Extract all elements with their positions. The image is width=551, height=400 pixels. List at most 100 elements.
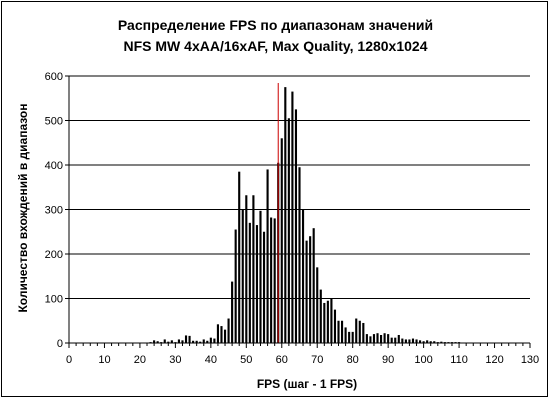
histogram-bar: [209, 337, 212, 343]
y-axis-title: Количество вхождений в диапазон: [16, 103, 30, 312]
histogram-bar: [287, 118, 290, 344]
histogram-bar: [284, 87, 287, 343]
histogram-bar: [245, 195, 248, 343]
histogram-bar: [163, 339, 166, 343]
x-tick-label: 10: [98, 354, 110, 366]
y-tick-label: 500: [45, 116, 63, 128]
histogram-bar: [177, 339, 180, 343]
histogram-bar: [227, 318, 230, 343]
histogram-bar: [333, 309, 337, 343]
histogram-bar: [220, 326, 223, 343]
histogram-bar: [411, 338, 415, 343]
x-tick-label: 80: [347, 354, 359, 366]
histogram-bar: [301, 209, 305, 343]
histogram-bar: [298, 167, 301, 343]
histogram-bar: [369, 336, 372, 343]
histogram-bar: [372, 334, 376, 343]
histogram-bar: [238, 171, 241, 343]
y-tick-label: 0: [57, 338, 63, 350]
histogram-bar: [291, 91, 294, 343]
histogram-bar: [319, 289, 322, 343]
histogram-bar: [202, 339, 205, 343]
chart-title-line-2: NFS MW 4xAA/16xAF, Max Quality, 1280x102…: [123, 38, 428, 54]
histogram-bar: [337, 320, 340, 343]
tick-labels: 0 100 200 300 400 500 600 0 10 20 30 40 50 60 70 80 90 10…: [45, 71, 540, 366]
y-tick-label: 200: [45, 249, 63, 261]
histogram-bar: [312, 228, 315, 343]
histogram-bar: [255, 225, 259, 343]
histogram-bar: [195, 340, 198, 343]
histogram-bar: [316, 267, 319, 343]
y-tick-label: 100: [45, 294, 63, 306]
histogram-bar: [429, 341, 432, 343]
axes: [65, 75, 531, 348]
x-tick-label: 60: [276, 354, 288, 366]
histogram-bar: [234, 229, 237, 343]
histogram-bar: [404, 339, 407, 343]
x-tick-label: 0: [66, 354, 72, 366]
histogram-bar: [213, 338, 216, 343]
histogram-bar: [426, 340, 429, 343]
x-tick-label: 40: [205, 354, 217, 366]
histogram-bar: [294, 109, 298, 343]
histogram-bar: [170, 340, 173, 343]
histogram-bar: [309, 236, 312, 343]
histogram-bar: [440, 341, 443, 343]
histogram-bar: [379, 334, 383, 343]
histogram-bar: [188, 335, 191, 343]
histogram-bar: [305, 240, 308, 343]
histogram-bar: [390, 337, 393, 343]
histogram-bar: [344, 327, 347, 343]
histogram-bar: [415, 339, 418, 343]
histogram-bar: [401, 338, 404, 343]
histogram-bar: [241, 209, 244, 343]
histogram-bar: [433, 341, 436, 343]
histogram-bar: [270, 217, 273, 343]
histogram-bar: [199, 341, 202, 343]
chart-title-line-1: Распределение FPS по диапазонам значений: [117, 17, 434, 33]
histogram-bar: [376, 333, 379, 343]
y-tick-label: 300: [45, 205, 63, 217]
histogram-bar: [262, 231, 266, 343]
histogram-bar: [231, 281, 234, 343]
x-tick-label: 100: [414, 354, 432, 366]
histogram-bar: [326, 300, 329, 343]
x-tick-label: 90: [382, 354, 394, 366]
histogram-bar: [397, 334, 400, 343]
histogram-bar: [216, 324, 220, 343]
histogram-bar: [153, 340, 156, 343]
histogram-bar: [348, 331, 351, 343]
y-tick-label: 400: [45, 160, 63, 172]
histogram-bar: [351, 331, 354, 343]
histogram-bar: [422, 341, 425, 343]
x-tick-label: 20: [134, 354, 146, 366]
histogram-bar: [206, 340, 209, 343]
histogram-bar: [355, 318, 358, 343]
histogram-bar: [280, 138, 283, 343]
x-tick-label: 50: [240, 354, 252, 366]
histogram-bar: [394, 337, 397, 343]
y-tick-label: 600: [45, 71, 63, 83]
histogram-bar: [365, 334, 368, 343]
histogram-bar: [248, 222, 251, 343]
x-tick-label: 70: [311, 354, 323, 366]
x-tick-label: 110: [450, 354, 468, 366]
histogram-bar: [266, 169, 269, 343]
histogram-bar: [167, 341, 170, 343]
x-axis-title: FPS (шаг - 1 FPS): [257, 377, 357, 391]
histogram-bar: [156, 341, 159, 343]
x-tick-label: 130: [521, 354, 539, 366]
histogram-bar: [408, 339, 411, 343]
histogram-bar: [419, 340, 422, 343]
x-tick-label: 30: [169, 354, 181, 366]
histogram-bar: [252, 195, 255, 343]
histogram-bar: [259, 210, 262, 343]
histogram-bar: [362, 322, 365, 343]
histogram-bar: [273, 218, 276, 343]
bars: [149, 87, 461, 344]
x-tick-label: 120: [485, 354, 503, 366]
histogram-bar: [323, 302, 326, 343]
histogram-bar: [184, 335, 188, 343]
histogram-bar: [192, 340, 195, 343]
